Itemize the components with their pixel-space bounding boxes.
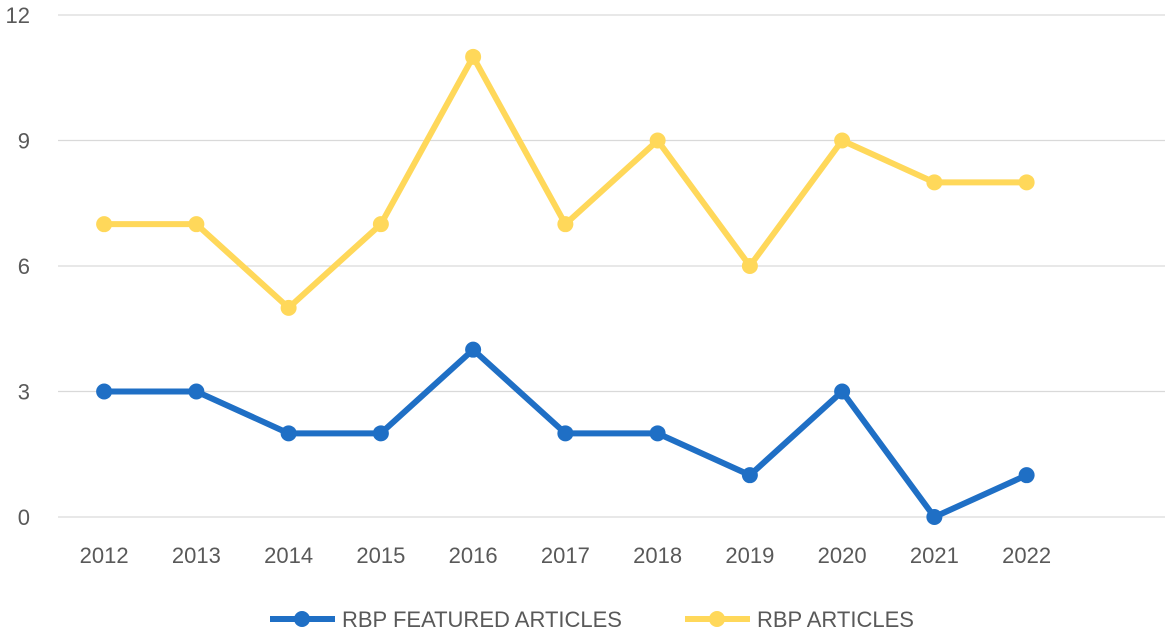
data-point [1018,174,1035,191]
data-point [96,383,113,400]
legend-swatch-marker [709,611,725,627]
data-point [280,425,297,442]
legend: RBP FEATURED ARTICLES RBP ARTICLES [270,607,914,632]
data-point [188,383,205,400]
y-tick-label: 0 [18,505,30,530]
data-point [465,341,482,358]
data-point [834,383,851,400]
data-point [96,216,113,233]
data-point [1018,467,1035,484]
x-tick-label: 2017 [541,543,590,568]
data-point [926,509,943,525]
x-tick-label: 2012 [80,543,129,568]
data-point [741,467,758,484]
x-tick-label: 2018 [633,543,682,568]
x-tick-label: 2014 [264,543,313,568]
data-point [649,132,666,149]
legend-swatch-marker [294,611,310,627]
data-point [465,48,482,65]
y-axis-ticks: 0 3 6 9 12 [6,3,30,530]
data-point [926,174,943,191]
data-point [741,258,758,274]
data-point [372,425,389,442]
y-tick-label: 12 [6,3,30,28]
x-tick-label: 2015 [356,543,405,568]
x-tick-label: 2021 [910,543,959,568]
legend-label: RBP FEATURED ARTICLES [342,607,622,632]
data-point [280,299,297,316]
legend-label: RBP ARTICLES [757,607,914,632]
data-point [834,132,851,149]
x-axis-ticks: 2012 2013 2014 2015 2016 2017 2018 2019 2020 2021… [80,543,1051,568]
series-line [104,53,1027,311]
x-tick-label: 2020 [818,543,867,568]
data-point [557,425,574,442]
y-tick-label: 3 [18,380,30,405]
y-tick-label: 9 [18,129,30,154]
data-point [557,216,574,233]
series-layer [96,48,1035,525]
y-tick-label: 6 [18,254,30,279]
x-tick-label: 2013 [172,543,221,568]
x-tick-label: 2019 [725,543,774,568]
data-point [649,425,666,442]
data-point [372,216,389,233]
data-point [188,216,205,233]
x-tick-label: 2016 [449,543,498,568]
gridlines [58,14,1165,518]
x-tick-label: 2022 [1002,543,1051,568]
